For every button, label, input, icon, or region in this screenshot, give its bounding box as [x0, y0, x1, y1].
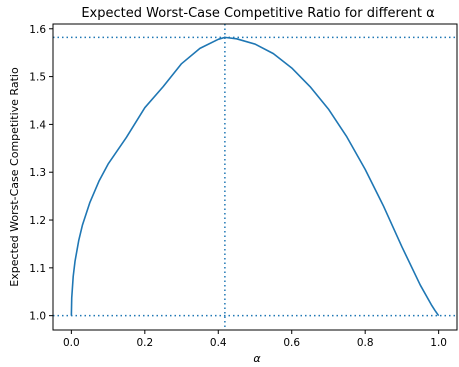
y-tick-label: 1.6: [29, 24, 46, 36]
y-tick-label: 1.5: [29, 72, 46, 84]
axis-ticks: 0.0 0.2 0.4 0.6 0.8 1.0 1.0 1.1 1.2 1.3 1.4 1.5 1.6: [29, 24, 447, 349]
plot-frame: [52, 23, 458, 331]
x-tick-label: 0.6: [283, 337, 300, 349]
series-line-0: [70, 36, 440, 317]
x-tick-label: 0.8: [357, 337, 374, 349]
y-tick-label: 1.2: [29, 215, 46, 227]
x-tick-label: 1.0: [430, 337, 447, 349]
y-tick-label: 1.4: [29, 119, 46, 131]
chart-title: Expected Worst-Case Competitive Ratio fo…: [81, 6, 434, 21]
x-axis-label: α: [253, 352, 261, 365]
x-tick-label: 0.0: [63, 337, 80, 349]
y-axis-label: Expected Worst-Case Competitive Ratio: [8, 67, 21, 287]
y-tick-label: 1.1: [29, 263, 46, 275]
y-tick-label: 1.0: [29, 311, 46, 323]
x-tick-label: 0.2: [136, 337, 153, 349]
y-tick-label: 1.3: [29, 167, 46, 179]
x-tick-label: 0.4: [210, 337, 227, 349]
plot-area: [53, 24, 457, 330]
